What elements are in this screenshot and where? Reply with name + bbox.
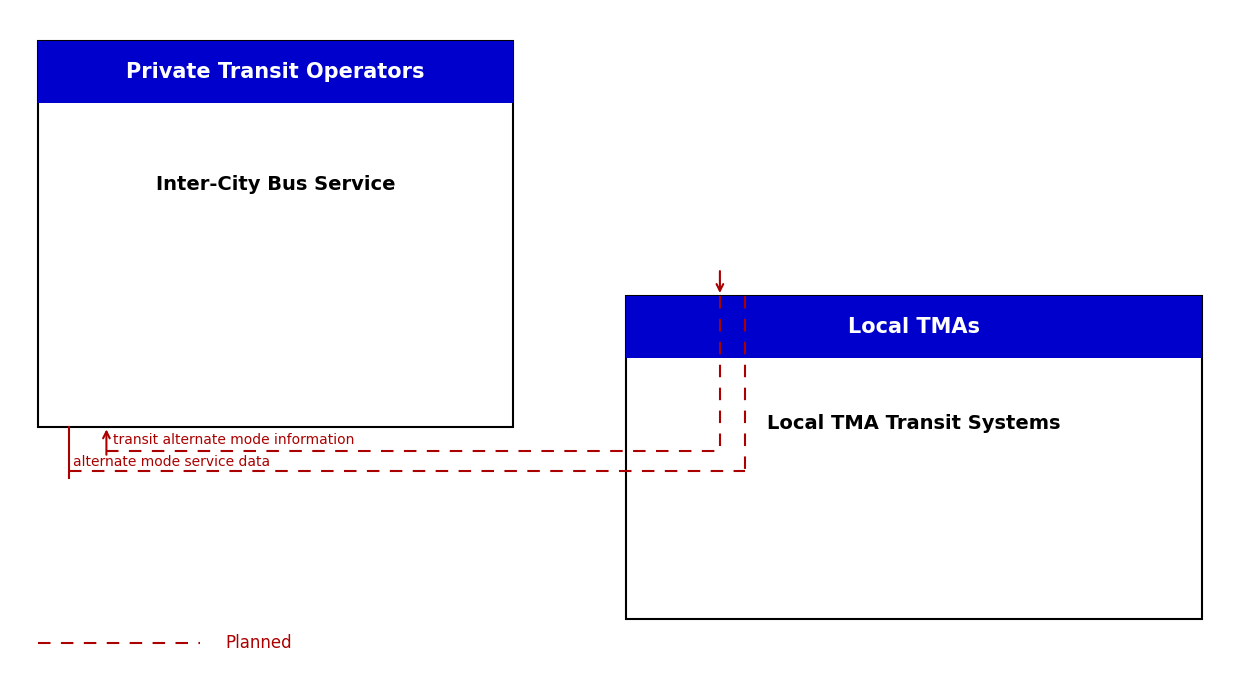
Bar xyxy=(38,41,513,103)
Text: Local TMA Transit Systems: Local TMA Transit Systems xyxy=(767,413,1060,433)
Bar xyxy=(38,41,513,427)
Text: Local TMAs: Local TMAs xyxy=(848,316,980,337)
Text: Private Transit Operators: Private Transit Operators xyxy=(126,62,424,83)
Text: transit alternate mode information: transit alternate mode information xyxy=(113,433,354,447)
Text: Planned: Planned xyxy=(225,634,292,652)
Text: alternate mode service data: alternate mode service data xyxy=(73,455,269,469)
Bar xyxy=(626,296,1202,358)
Text: Inter-City Bus Service: Inter-City Bus Service xyxy=(155,175,396,193)
Bar xyxy=(626,296,1202,619)
